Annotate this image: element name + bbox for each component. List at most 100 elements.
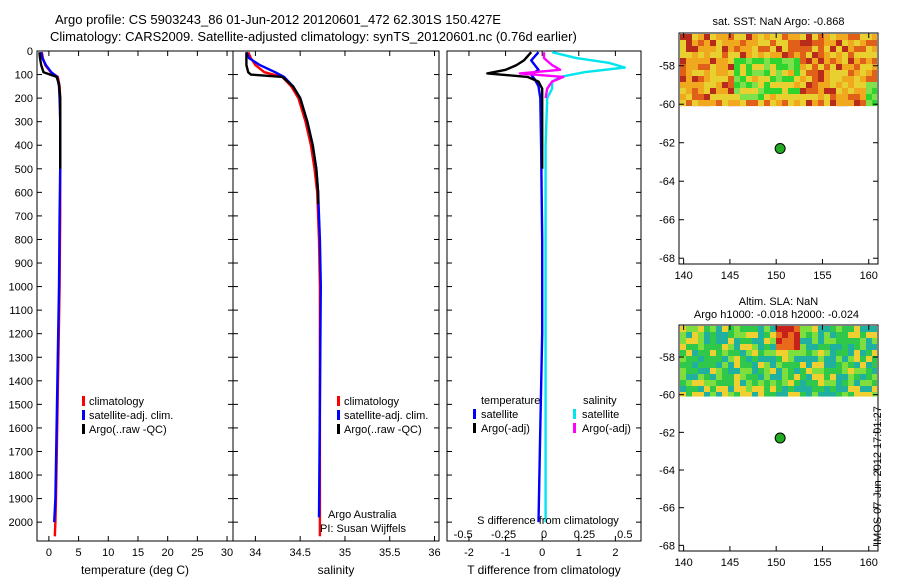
heatmap-cell [710, 368, 716, 374]
heatmap-cell [872, 46, 877, 52]
legend-swatch [573, 423, 576, 433]
heatmap-cell [716, 344, 722, 350]
heatmap-cell [794, 326, 800, 332]
heatmap-cell [788, 350, 794, 356]
heatmap-cell [872, 362, 877, 368]
map-x-tick-label: 145 [721, 270, 739, 282]
heatmap-cell [782, 46, 788, 52]
heatmap-cell [812, 58, 818, 64]
heatmap-cell [824, 94, 830, 100]
heatmap-cell [842, 46, 848, 52]
heatmap-cell [758, 326, 764, 332]
heatmap-cell [692, 34, 698, 40]
heatmap-cell [848, 82, 854, 88]
heatmap-cell [842, 386, 848, 392]
heatmap-cell [692, 374, 698, 380]
heatmap-cell [716, 94, 722, 100]
heatmap-cell [794, 76, 800, 82]
heatmap-cell [698, 70, 704, 76]
map-x-tick-label: 155 [813, 557, 831, 569]
heatmap-cell [872, 338, 877, 344]
x-tick-label: 0 [46, 547, 52, 559]
heatmap-cell [818, 88, 824, 94]
heatmap-cell [854, 46, 860, 52]
heatmap-cell [800, 326, 806, 332]
heatmap-cell [830, 326, 836, 332]
heatmap-cell [728, 76, 734, 82]
heatmap-cell [800, 356, 806, 362]
heatmap-cell [692, 82, 698, 88]
heatmap-cell [734, 374, 740, 380]
heatmap-cell [692, 392, 698, 397]
heatmap-cell [752, 58, 758, 64]
heatmap-cell [836, 350, 842, 356]
heatmap-cell [836, 362, 842, 368]
heatmap-cell [764, 46, 770, 52]
map-x-tick-label: 145 [721, 557, 739, 569]
heatmap-cell [824, 88, 830, 94]
heatmap-cell [698, 350, 704, 356]
heatmap-cell [836, 344, 842, 350]
heatmap-cell [728, 350, 734, 356]
heatmap-cell [824, 356, 830, 362]
heatmap-cell [746, 356, 752, 362]
heatmap-cell [806, 58, 812, 64]
heatmap-cell [818, 76, 824, 82]
map-y-tick-label: -58 [659, 61, 675, 73]
heatmap-cell [806, 100, 812, 106]
heatmap-cell [776, 34, 782, 40]
heatmap-cell [866, 356, 872, 362]
heatmap-cell [770, 100, 776, 106]
heatmap-cell [704, 332, 710, 338]
x-tick-label: 1 [576, 547, 582, 559]
heatmap-cell [860, 332, 866, 338]
heatmap-cell [794, 64, 800, 70]
heatmap-cell [734, 76, 740, 82]
heatmap-cell [776, 88, 782, 94]
heatmap-cell [818, 350, 824, 356]
heatmap-cell [740, 52, 746, 58]
heatmap-cell [800, 380, 806, 386]
depth-tick-label: 400 [15, 140, 33, 152]
heatmap-cell [686, 332, 692, 338]
heatmap-cell [758, 34, 764, 40]
depth-tick-label: 900 [15, 258, 33, 270]
heatmap-cell [704, 362, 710, 368]
heatmap-cell [794, 350, 800, 356]
map-y-tick-label: -64 [659, 465, 675, 477]
heatmap-cell [788, 88, 794, 94]
heatmap-cell [842, 64, 848, 70]
series-line-argo-raw-qc- [38, 52, 62, 169]
heatmap-cell [776, 100, 782, 106]
heatmap-cell [692, 40, 698, 46]
heatmap-cell [782, 332, 788, 338]
heatmap-cell [758, 52, 764, 58]
legend-swatch [337, 396, 340, 406]
heatmap-cell [686, 64, 692, 70]
heatmap-cell [716, 88, 722, 94]
heatmap-cell [716, 82, 722, 88]
heatmap-cell [752, 386, 758, 392]
heatmap-cell [710, 332, 716, 338]
depth-tick-label: 800 [15, 234, 33, 246]
legend-swatch [82, 396, 85, 406]
heatmap-cell [800, 350, 806, 356]
heatmap-cell [794, 46, 800, 52]
heatmap-cell [746, 52, 752, 58]
heatmap-cell [734, 88, 740, 94]
legend-label: satellite-adj. clim. [344, 410, 428, 422]
heatmap-cell [806, 326, 812, 332]
legend-label: climatology [89, 396, 145, 408]
heatmap-cell [866, 374, 872, 380]
heatmap-cell [854, 392, 860, 397]
heatmap-cell [770, 58, 776, 64]
s-tick-label: -0.5 [454, 529, 473, 541]
heatmap-cell [734, 34, 740, 40]
heatmap-cell [746, 386, 752, 392]
heatmap-cell [734, 58, 740, 64]
heatmap-cell [722, 100, 728, 106]
heatmap-cell [782, 58, 788, 64]
heatmap-cell [776, 368, 782, 374]
heatmap-cell [698, 362, 704, 368]
